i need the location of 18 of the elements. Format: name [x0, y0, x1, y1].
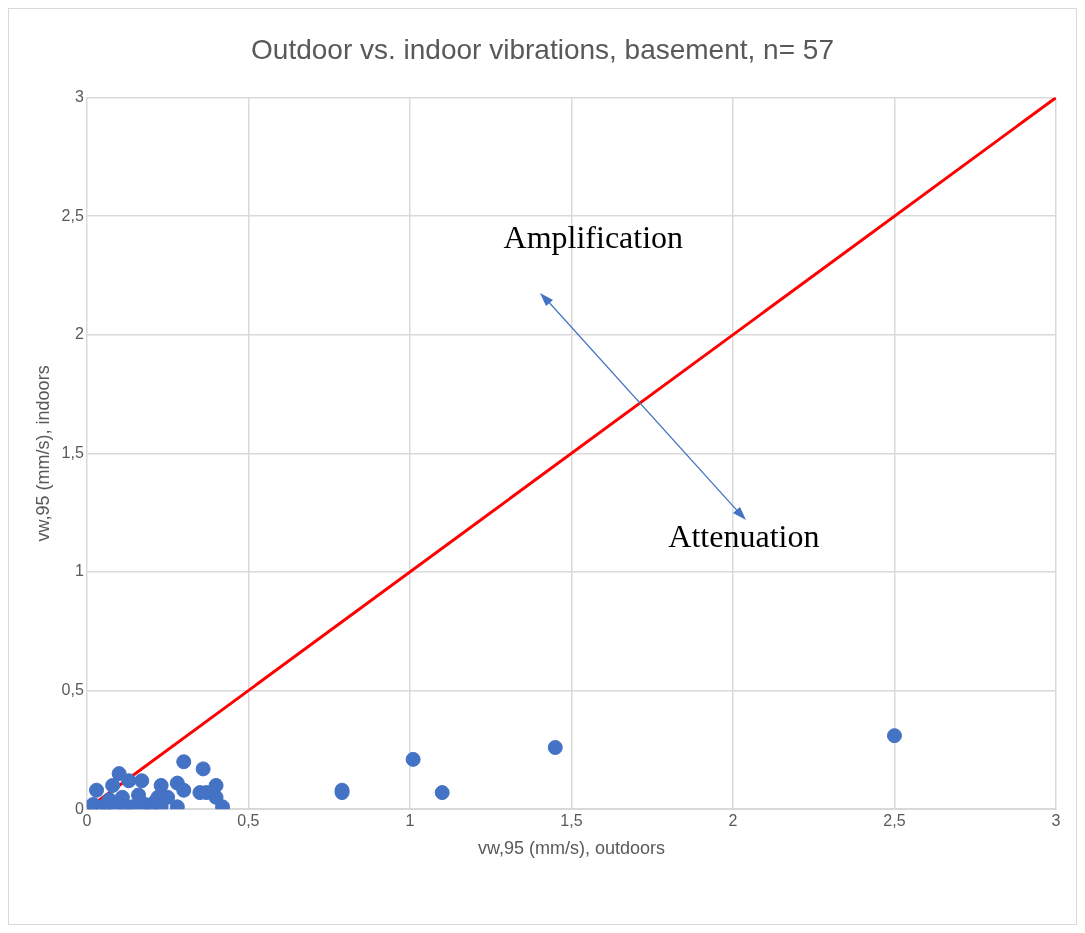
x-tick-label: 2 [728, 812, 738, 830]
y-tick-label: 2 [74, 325, 84, 343]
x-axis-title: vw,95 (mm/s), outdoors [477, 838, 665, 859]
x-tick-label: 3 [1051, 812, 1061, 830]
x-tick-label: 1 [405, 812, 415, 830]
annotation: Amplification [503, 219, 684, 256]
annotation: Attenuation [668, 518, 820, 555]
y-tick-label: 0 [74, 799, 84, 817]
y-tick-label: 3 [74, 88, 84, 106]
y-tick-label: 1,5 [61, 443, 84, 461]
y-tick-label: 1 [74, 562, 84, 580]
x-tick-label: 0,5 [237, 812, 260, 830]
y-axis-title: vw,95 (mm/s), indoors [32, 365, 53, 542]
y-tick-label: 2,5 [61, 206, 84, 224]
x-tick-label: 2,5 [883, 812, 906, 830]
x-tick-label: 1,5 [560, 812, 583, 830]
y-tick-label: 0,5 [61, 681, 84, 699]
chart-title: Outdoor vs. indoor vibrations, basement, n= 57 [251, 33, 834, 65]
